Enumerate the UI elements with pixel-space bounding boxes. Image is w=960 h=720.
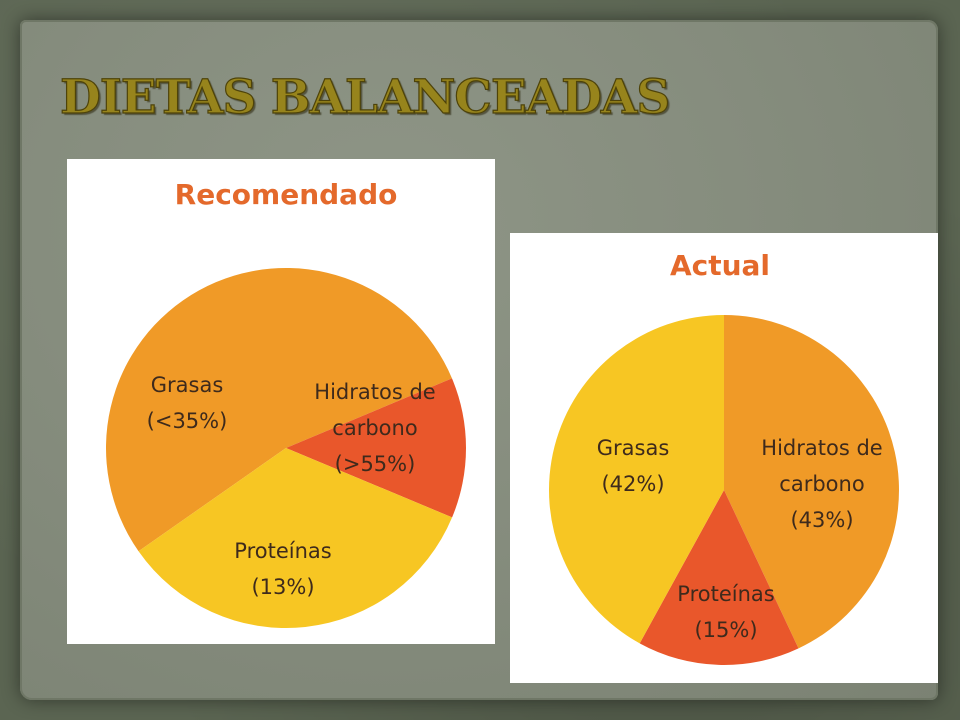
chart-title: Recomendado: [175, 178, 398, 211]
pie-slice-hidratos: [724, 315, 899, 649]
pie-slice-proteinas: [286, 378, 466, 518]
label-grasas-value: (<35%): [147, 409, 228, 433]
chart-title: Actual: [670, 249, 770, 282]
page-title: DIETAS BALANCEADAS: [59, 70, 670, 125]
pie-chart-actual: Actual Grasas (42%) Hidratos de carbono …: [548, 249, 899, 665]
label-hidratos-name: Hidratos de: [761, 436, 882, 460]
label-grasas-name: Grasas: [151, 373, 224, 397]
slice-label-proteinas: Proteínas (15%): [677, 582, 774, 642]
pie-slice-grasas: [548, 315, 724, 644]
pie-slice-hidratos: [106, 267, 452, 552]
pie-slice-grasas: [138, 448, 453, 628]
label-grasas-name: Grasas: [597, 436, 670, 460]
slice-label-hidratos: Hidratos de carbono (>55%): [314, 380, 435, 476]
chart-panel-recomendado: Recomendado Grasas (<35%) Hidratos de ca…: [67, 159, 495, 644]
chart-panel-actual: Actual Grasas (42%) Hidratos de carbono …: [510, 233, 938, 683]
label-proteinas-value: (13%): [251, 575, 314, 599]
label-hidratos-name-2: carbono: [332, 416, 417, 440]
label-hidratos-value: (43%): [790, 508, 853, 532]
label-grasas-value: (42%): [601, 472, 664, 496]
label-proteinas-name: Proteínas: [234, 539, 331, 563]
label-hidratos-value: (>55%): [335, 452, 416, 476]
slice-label-grasas: Grasas (<35%): [147, 373, 228, 433]
label-proteinas-name: Proteínas: [677, 582, 774, 606]
label-proteinas-value: (15%): [694, 618, 757, 642]
pie-slices: [106, 267, 466, 628]
label-hidratos-name: Hidratos de: [314, 380, 435, 404]
slice-label-grasas: Grasas (42%): [597, 436, 670, 496]
label-hidratos-name-2: carbono: [779, 472, 864, 496]
pie-slices: [548, 315, 899, 665]
pie-slice-proteinas: [639, 490, 799, 665]
slice-label-proteinas: Proteínas (13%): [234, 539, 331, 599]
pie-chart-recomendado: Recomendado Grasas (<35%) Hidratos de ca…: [106, 178, 466, 628]
slice-label-hidratos: Hidratos de carbono (43%): [761, 436, 882, 532]
